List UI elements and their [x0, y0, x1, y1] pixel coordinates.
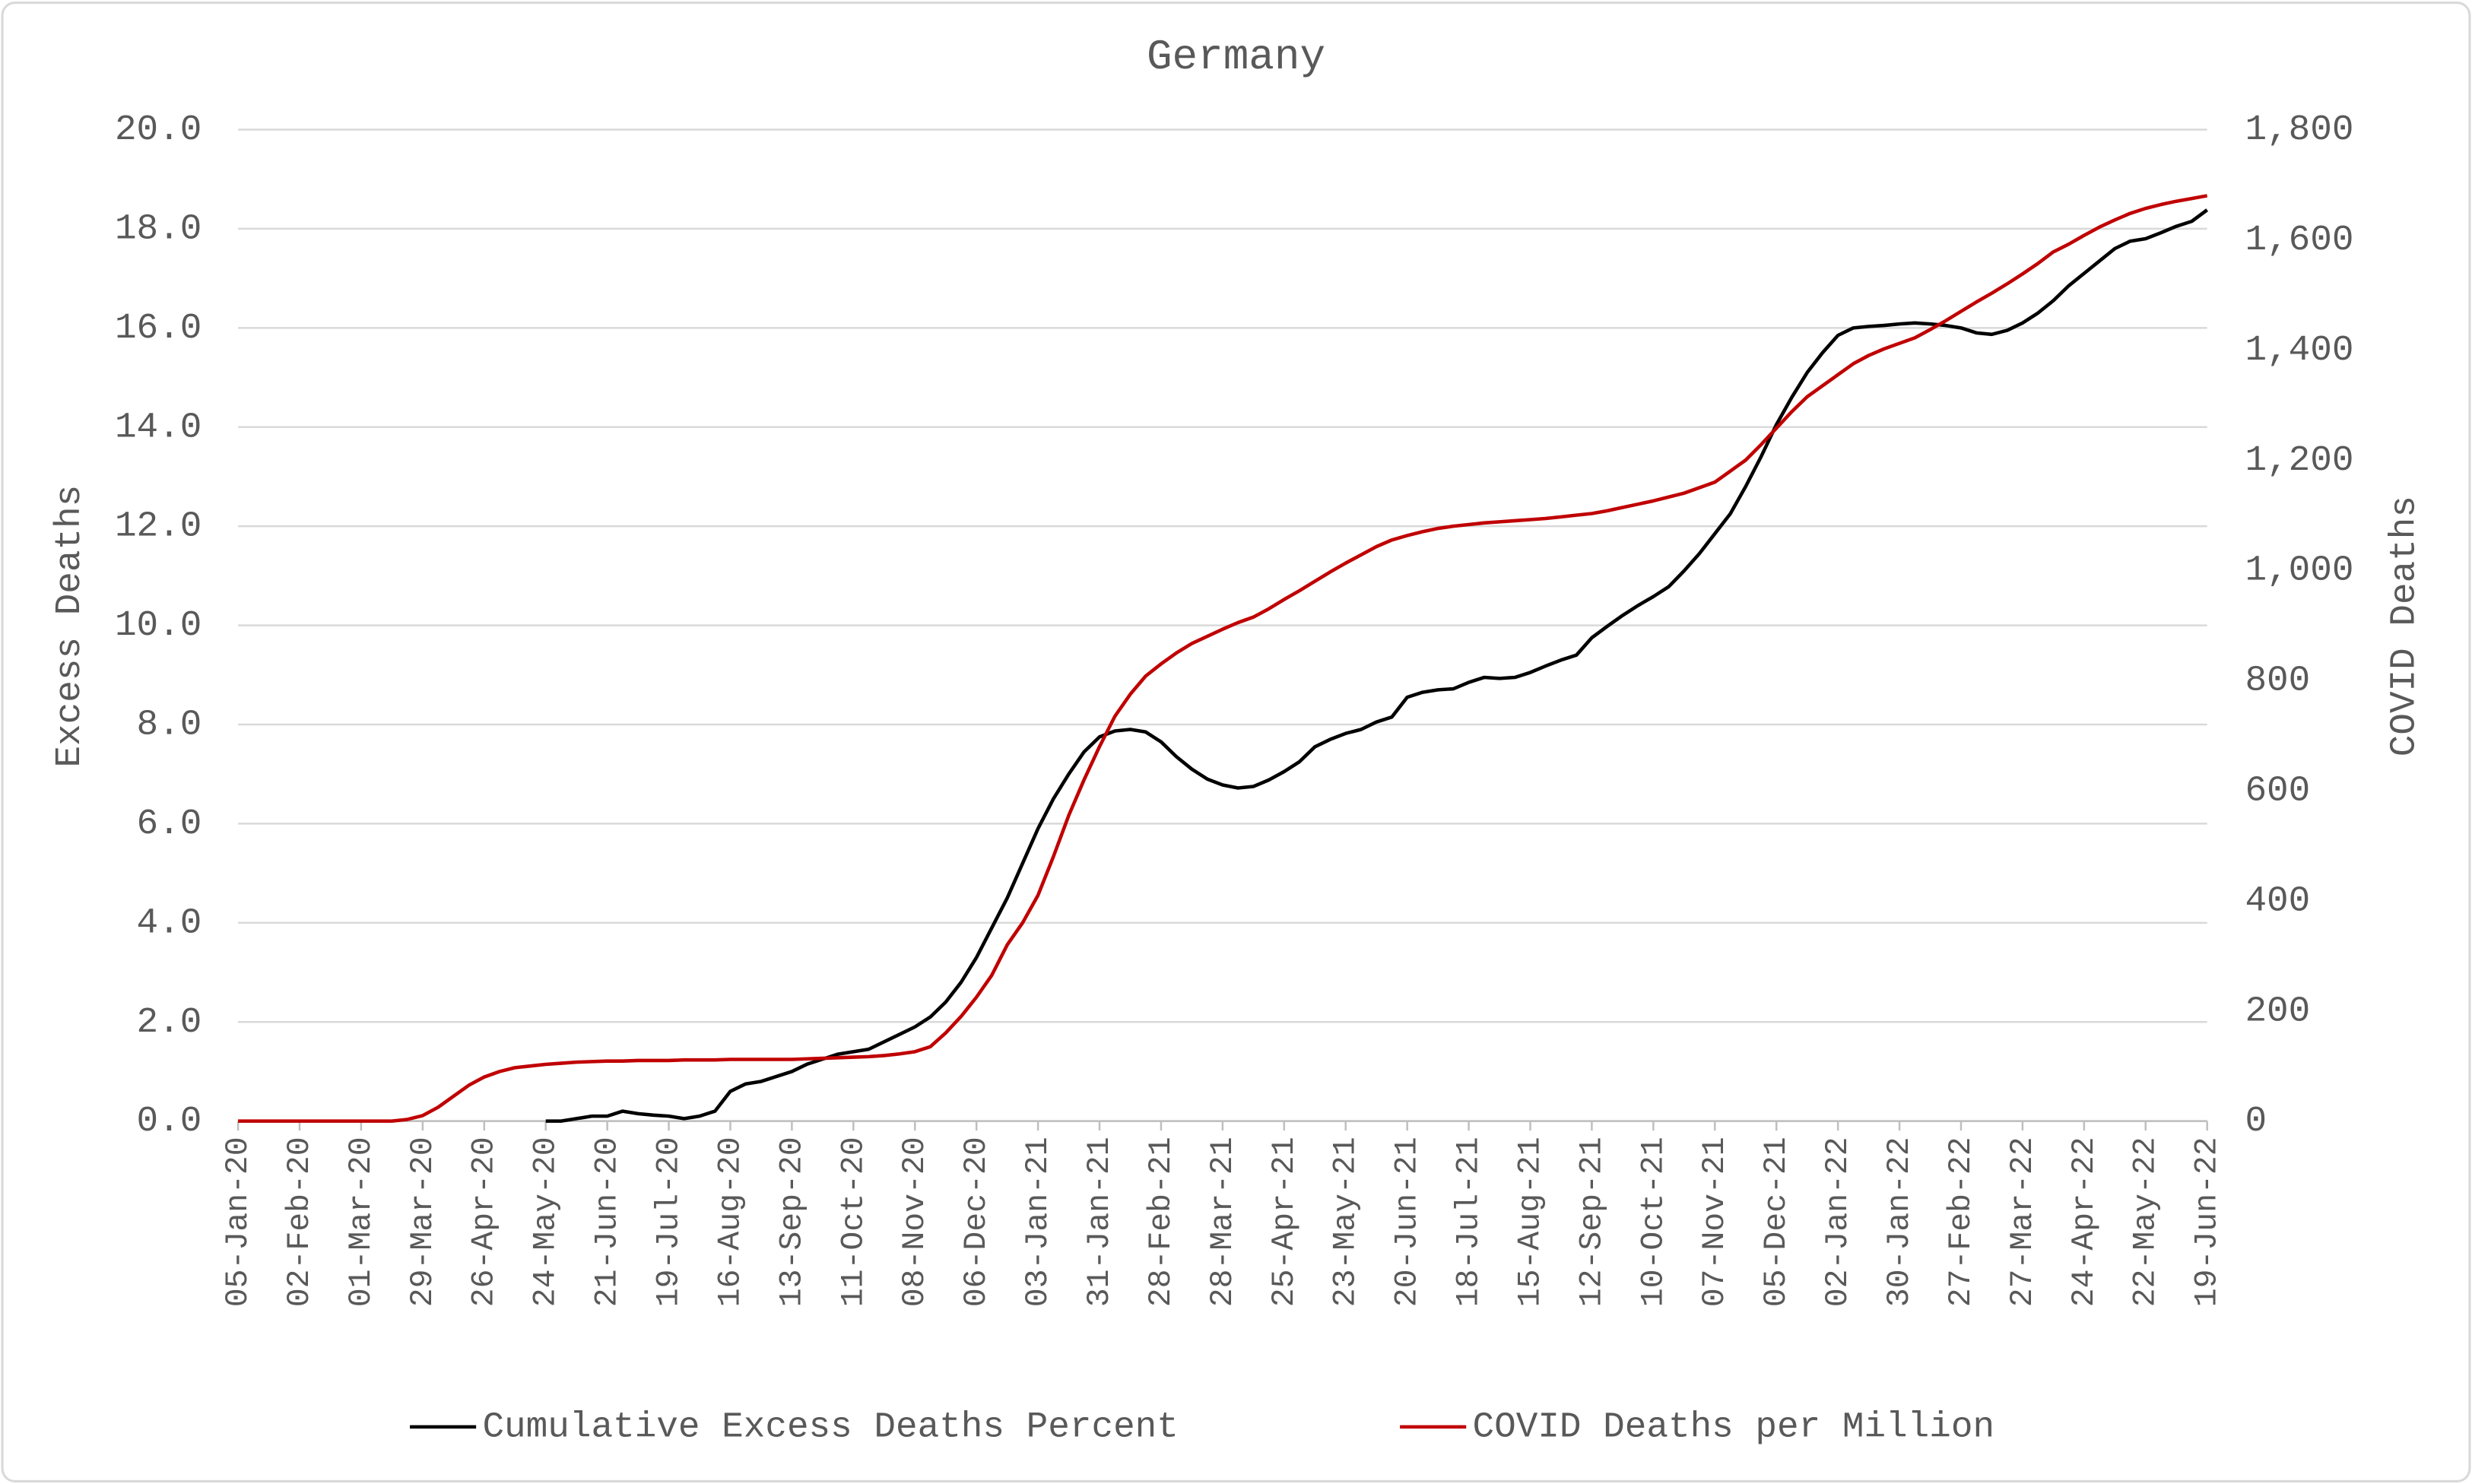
y2-tick-label: 1,800 [2245, 109, 2353, 151]
x-tick-label: 18-Jul-21 [1452, 1137, 1487, 1307]
y-axis-title: Excess Deaths [49, 485, 90, 768]
y2-tick-label: 200 [2245, 991, 2310, 1032]
x-tick-label: 27-Mar-22 [2005, 1137, 2041, 1307]
y-tick-label: 10.0 [115, 605, 202, 646]
x-tick-label: 02-Feb-20 [282, 1137, 318, 1307]
x-tick-label: 21-Jun-20 [590, 1137, 626, 1307]
x-tick-label: 20-Jun-21 [1390, 1137, 1426, 1307]
chart-title: Germany [1147, 33, 1325, 81]
y2-tick-label: 800 [2245, 661, 2310, 702]
x-tick-label: 27-Feb-22 [1944, 1137, 1979, 1307]
x-tick-label: 10-Oct-21 [1636, 1137, 1671, 1307]
x-tick-label: 11-Oct-20 [836, 1137, 871, 1307]
y-tick-label: 20.0 [115, 109, 202, 151]
legend-label: Cumulative Excess Deaths Percent [482, 1406, 1178, 1448]
x-tick-label: 24-May-20 [528, 1137, 564, 1307]
y2-tick-label: 1,000 [2245, 550, 2353, 591]
y-tick-label: 2.0 [137, 1002, 202, 1043]
y2-tick-label: 1,200 [2245, 440, 2353, 481]
y2-tick-label: 1,600 [2245, 220, 2353, 261]
y-tick-label: 16.0 [115, 308, 202, 349]
series-line [238, 194, 2208, 1123]
x-tick-label: 31-Jan-21 [1082, 1137, 1118, 1307]
y-tick-label: 6.0 [137, 804, 202, 845]
x-tick-label: 30-Jan-22 [1882, 1137, 1918, 1307]
y2-tick-label: 1,400 [2245, 330, 2353, 371]
x-tick-label: 06-Dec-20 [959, 1137, 995, 1307]
y-tick-label: 12.0 [115, 506, 202, 547]
x-tick-label: 12-Sep-21 [1574, 1137, 1610, 1307]
y-tick-label: 8.0 [137, 705, 202, 746]
x-tick-label: 25-Apr-21 [1267, 1137, 1303, 1307]
x-tick-label: 05-Dec-21 [1759, 1137, 1795, 1307]
x-tick-label: 07-Nov-21 [1697, 1137, 1733, 1307]
x-tick-label: 15-Aug-21 [1512, 1137, 1548, 1307]
x-tick-label: 23-May-21 [1328, 1137, 1364, 1307]
x-tick-label: 13-Sep-20 [774, 1137, 810, 1307]
legend-label: COVID Deaths per Million [1473, 1406, 1995, 1448]
x-tick-label: 24-Apr-22 [2067, 1137, 2102, 1307]
x-tick-label: 22-May-22 [2128, 1137, 2164, 1307]
x-tick-label: 01-Mar-20 [344, 1137, 379, 1307]
x-tick-label: 02-Jan-22 [1820, 1137, 1856, 1307]
y2-tick-label: 0 [2245, 1101, 2267, 1142]
x-tick-label: 19-Jun-22 [2190, 1137, 2226, 1307]
x-tick-label: 03-Jan-21 [1020, 1137, 1056, 1307]
y-tick-label: 0.0 [137, 1101, 202, 1142]
x-tick-label: 28-Mar-21 [1205, 1137, 1241, 1307]
x-tick-label: 26-Apr-20 [467, 1137, 503, 1307]
x-tick-label: 16-Aug-20 [712, 1137, 748, 1307]
x-tick-label: 28-Feb-21 [1144, 1137, 1179, 1307]
y2-axis-title: COVID Deaths [2384, 496, 2425, 756]
y-tick-label: 4.0 [137, 902, 202, 943]
y-tick-label: 14.0 [115, 407, 202, 448]
x-tick-label: 08-Nov-20 [897, 1137, 933, 1307]
y2-tick-label: 600 [2245, 771, 2310, 812]
x-tick-label: 05-Jan-20 [221, 1137, 256, 1307]
y-tick-label: 18.0 [115, 209, 202, 250]
x-tick-label: 29-Mar-20 [405, 1137, 441, 1307]
y2-tick-label: 400 [2245, 880, 2310, 921]
x-tick-label: 19-Jul-20 [652, 1137, 687, 1307]
